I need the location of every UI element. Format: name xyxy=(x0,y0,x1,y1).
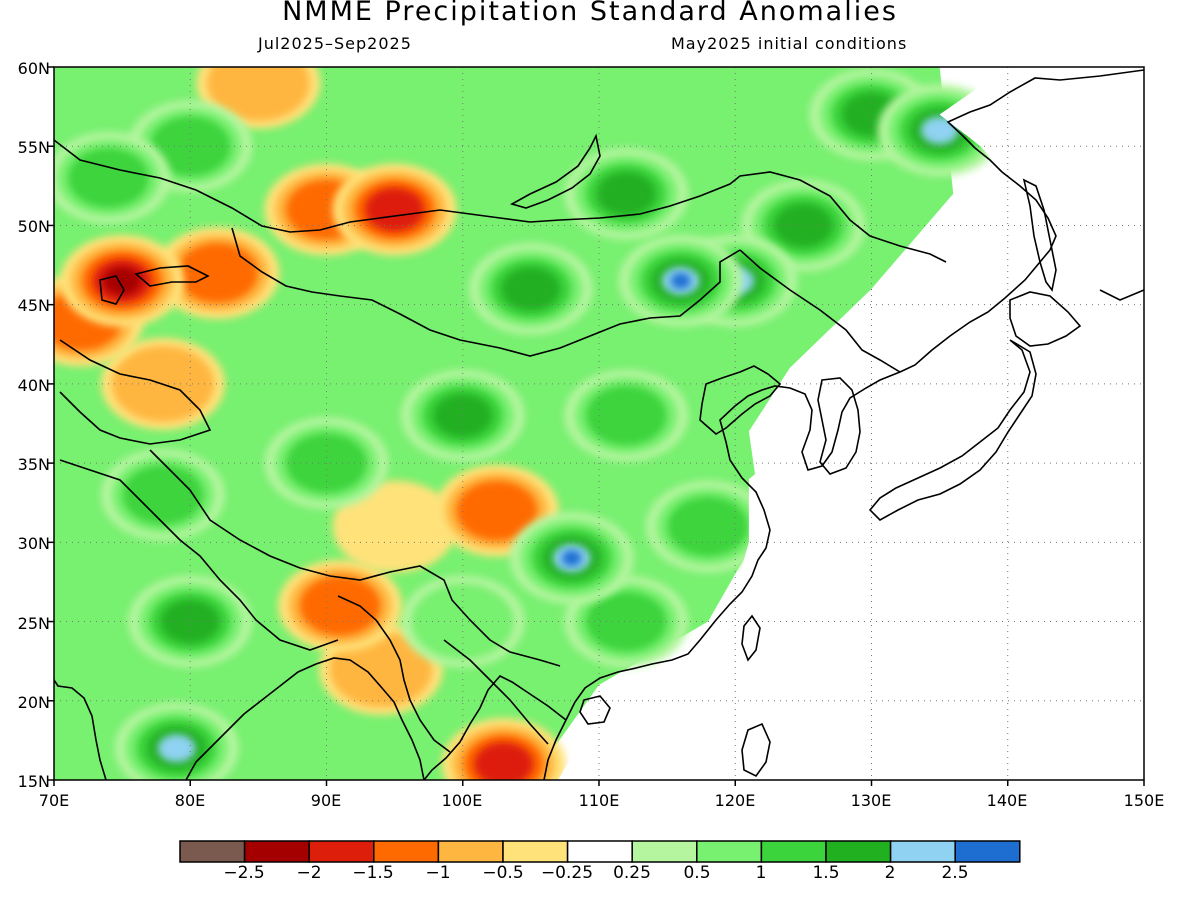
legend-swatch-6 xyxy=(566,840,633,863)
korea-coast xyxy=(817,377,861,475)
kazakh-china-border xyxy=(231,227,341,297)
anomaly-north-china-wet-level-2 xyxy=(585,385,667,446)
lat-label-30: 30N xyxy=(17,534,50,553)
central-asia-borders xyxy=(59,339,212,445)
legend-swatch-8 xyxy=(696,840,763,863)
valid-period: Jul2025–Sep2025 xyxy=(258,34,412,53)
lon-label-100: 100E xyxy=(441,791,483,810)
lon-label-120: 120E xyxy=(714,791,756,810)
legend-swatch-1 xyxy=(243,840,310,863)
ocean-mask xyxy=(558,67,1144,780)
india-west-coast xyxy=(54,679,107,780)
anomaly-east-china-wet-level-2 xyxy=(667,496,749,557)
china-northeast-border xyxy=(739,249,901,373)
legend-label-m1: −1 xyxy=(425,863,451,883)
lat-label-15: 15N xyxy=(17,772,50,791)
kamchatka-coast xyxy=(1099,289,1144,301)
legend-swatch-4 xyxy=(437,840,504,863)
indochina-borders xyxy=(443,639,549,745)
legend-label-m0.5: −0.5 xyxy=(482,863,524,883)
russia-southern-border xyxy=(54,139,947,263)
lon-label-130: 130E xyxy=(850,791,892,810)
anomaly-bangladesh-dry-level-2 xyxy=(299,575,381,636)
anomaly-west-siberia-wet-level-2 xyxy=(68,147,149,208)
indochina-coast xyxy=(423,675,567,780)
mongolia-china-border xyxy=(339,249,741,357)
legend-label-0.5: 0.5 xyxy=(683,863,711,883)
anomaly-mongolia-wet-level-3 xyxy=(501,266,561,311)
coastlines-and-borders xyxy=(54,69,1144,780)
south-asia-borders xyxy=(59,459,339,651)
hokkaido-coast xyxy=(1009,291,1082,347)
bohai-coast xyxy=(699,365,782,435)
anomaly-sichuan-dry-level-2 xyxy=(456,480,538,541)
japan-coast xyxy=(868,339,1037,521)
legend-swatch-9 xyxy=(760,840,827,863)
legend-swatch-11 xyxy=(889,840,956,863)
legend-label-0.25: 0.25 xyxy=(613,863,651,883)
anomaly-himalaya-wet-level-2 xyxy=(122,464,204,525)
anomaly-siberia-north-dry-level-1 xyxy=(207,67,310,121)
lat-label-25: 25N xyxy=(17,614,50,633)
anomaly-northeast-china-wet-level-3 xyxy=(773,203,834,248)
anomaly-india-wet-level-3 xyxy=(160,599,220,644)
legend-label-1: 1 xyxy=(755,863,767,883)
chart-title: NMME Precipitation Standard Anomalies xyxy=(282,0,898,27)
legend-label-1.5: 1.5 xyxy=(812,863,840,883)
legend-swatch-5 xyxy=(502,840,569,863)
legend-swatch-3 xyxy=(373,840,440,863)
legend-label-m0.25: −0.25 xyxy=(540,863,594,883)
legend-label-m1.5: −1.5 xyxy=(352,863,394,883)
lake-baikal xyxy=(509,133,601,209)
lat-label-50: 50N xyxy=(17,217,50,236)
anomaly-baikal-wet-level-3 xyxy=(596,171,656,216)
legend-swatch-2 xyxy=(308,840,375,863)
lon-label-150: 150E xyxy=(1123,791,1165,810)
lon-label-90: 90E xyxy=(310,791,342,810)
lat-label-40: 40N xyxy=(17,376,50,395)
legend-swatch-0 xyxy=(179,840,246,863)
anomaly-yangtze-wet-level-5 xyxy=(561,550,582,567)
tibet-south-border xyxy=(149,449,561,667)
legend-label-2.5: 2.5 xyxy=(941,863,969,883)
legend-swatch-12 xyxy=(954,840,1021,863)
lake-balkhash xyxy=(134,265,210,287)
bay-of-bengal-coast xyxy=(185,657,425,780)
anomaly-mongolia-east-wet-level-5 xyxy=(670,272,691,289)
aral-sea xyxy=(99,275,125,305)
legend-swatch-10 xyxy=(825,840,892,863)
lat-label-35: 35N xyxy=(17,455,50,474)
anomaly-india-south-wet-level-4 xyxy=(157,734,196,763)
anomaly-kazakh-dry-level-4 xyxy=(103,266,142,295)
anomaly-thailand-dry-level-3 xyxy=(473,742,534,780)
lat-label-45: 45N xyxy=(17,296,50,315)
hainan-coast xyxy=(579,695,611,725)
east-asia-coastline xyxy=(543,69,1144,780)
legend-label-2: 2 xyxy=(884,863,896,883)
anomaly-south-china-wet-level-2 xyxy=(585,591,667,652)
lat-label-60: 60N xyxy=(17,59,50,78)
lon-label-140: 140E xyxy=(986,791,1028,810)
lon-label-70: 70E xyxy=(38,791,70,810)
taiwan-coast xyxy=(741,614,761,662)
lat-label-20: 20N xyxy=(17,693,50,712)
legend-label-m2.5: −2.5 xyxy=(223,863,265,883)
anomaly-tibet-dry-level-0 xyxy=(332,480,457,573)
myanmar-border xyxy=(337,595,451,753)
legend-swatch-7 xyxy=(631,840,698,863)
legend-label-m2: −2 xyxy=(296,863,322,883)
lon-label-110: 110E xyxy=(578,791,620,810)
sakhalin-coast xyxy=(1022,178,1057,292)
luzon-coast xyxy=(741,722,771,778)
lon-label-80: 80E xyxy=(174,791,206,810)
anomaly-central-asia-dry-level-2 xyxy=(177,242,258,303)
lat-label-55: 55N xyxy=(17,138,50,157)
map-ticks xyxy=(48,66,1145,786)
anomaly-kazakh-north-wet-level-2 xyxy=(149,116,231,177)
anomaly-baikal-west-dry-level-3 xyxy=(364,187,425,232)
initial-conditions: May2025 initial conditions xyxy=(671,34,908,53)
